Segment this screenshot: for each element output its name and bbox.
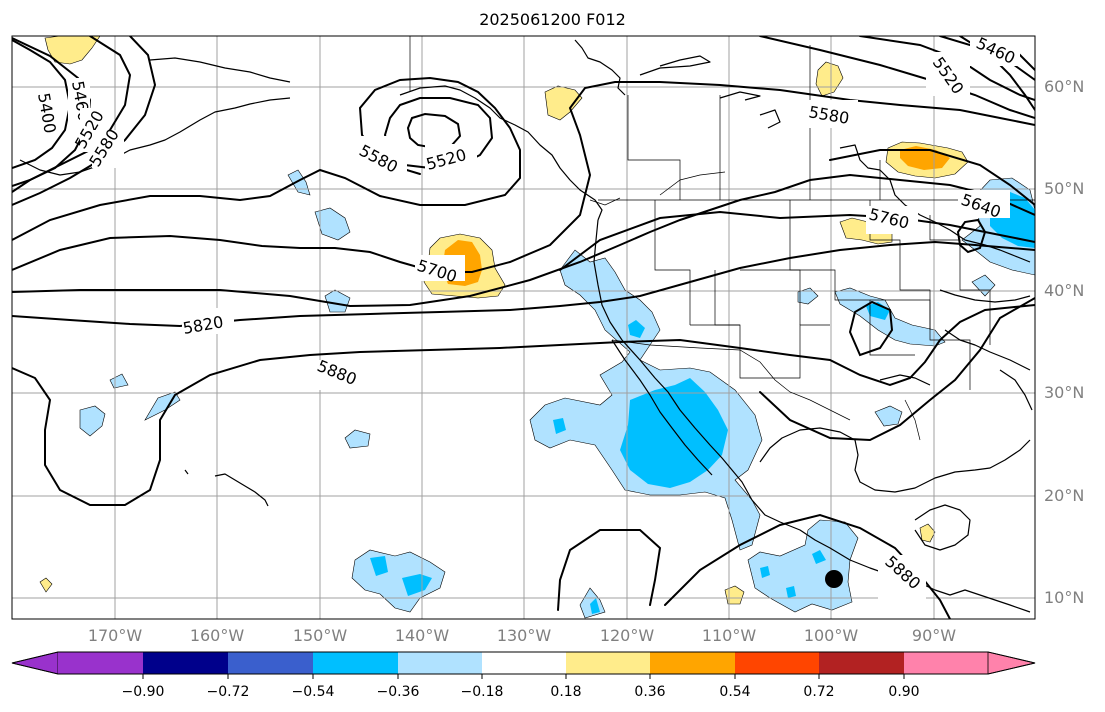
colorbar-tick-label: 0.36 <box>634 684 666 700</box>
lat-label-40n: 40°N <box>1044 281 1085 300</box>
colorbar-ticks <box>142 674 905 679</box>
lon-label-130w: 130°W <box>496 626 552 645</box>
lat-label-60n: 60°N <box>1044 77 1085 96</box>
lon-label-170w: 170°W <box>87 626 143 645</box>
colorbar-tick-label: −0.36 <box>376 684 420 700</box>
colorbar-tick-label: −0.18 <box>460 684 504 700</box>
lon-label-100w: 100°W <box>803 626 859 645</box>
colorbar-segment <box>735 652 819 674</box>
lon-label-150w: 150°W <box>292 626 348 645</box>
lon-label-140w: 140°W <box>394 626 450 645</box>
lon-label-120w: 120°W <box>599 626 655 645</box>
colorbar-tick-label: −0.72 <box>206 684 250 700</box>
colorbar-segment <box>904 652 988 674</box>
colorbar-extend-max <box>987 651 1036 675</box>
lon-label-110w: 110°W <box>701 626 757 645</box>
colorbar-tick-label: 0.18 <box>550 684 582 700</box>
storm-marker <box>825 570 843 588</box>
colorbar-tick-label: −0.90 <box>121 684 165 700</box>
colorbar-tick-label: 0.72 <box>803 684 835 700</box>
colorbar-extend-min <box>11 651 59 675</box>
colorbar <box>11 651 1036 679</box>
lat-label-50n: 50°N <box>1044 179 1085 198</box>
colorbar-tick-label: 0.54 <box>719 684 751 700</box>
map-frame <box>11 35 1036 620</box>
graticule <box>12 36 1035 619</box>
colorbar-tick-label: −0.54 <box>291 684 335 700</box>
lat-label-20n: 20°N <box>1044 486 1085 505</box>
lon-label-90w: 90°W <box>911 626 957 645</box>
colorbar-segment <box>58 652 143 674</box>
colorbar-segment <box>650 652 735 674</box>
lon-label-160w: 160°W <box>189 626 245 645</box>
strong-negative-anomaly-regions <box>370 190 1035 614</box>
colorbar-segment <box>398 652 482 674</box>
colorbar-segment <box>482 652 566 674</box>
colorbar-tick-label: 0.90 <box>888 684 920 700</box>
colorbar-segment <box>566 652 650 674</box>
map-title: 2025061200 F012 <box>479 10 626 29</box>
colorbar-segment <box>143 652 228 674</box>
lat-label-10n: 10°N <box>1044 588 1085 607</box>
colorbar-outline <box>11 651 1036 675</box>
lat-label-30n: 30°N <box>1044 383 1085 402</box>
colorbar-segment <box>819 652 904 674</box>
colorbar-segment <box>228 652 313 674</box>
colorbar-segment <box>313 652 398 674</box>
